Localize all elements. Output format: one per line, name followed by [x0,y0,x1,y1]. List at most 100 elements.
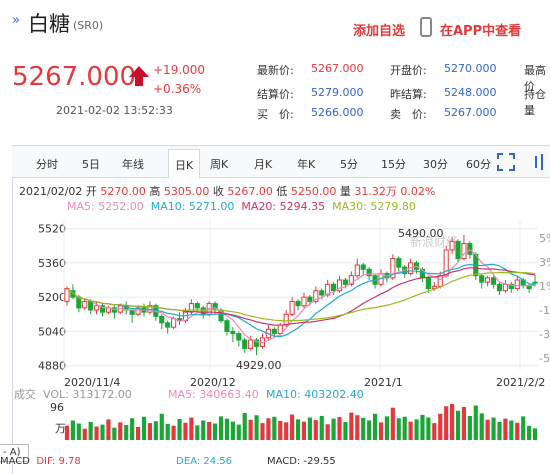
volume-bar [355,415,360,440]
quote-value: 5270.000 [444,62,497,75]
candle-body [171,318,177,328]
fullscreen-icon[interactable] [497,153,515,171]
watermark: 新浪财经 [410,234,458,249]
candle-body [230,330,236,335]
tab-10[interactable]: 60分 [466,158,491,171]
volume-bar [301,421,307,440]
open-label: 开 [85,185,97,198]
quote-value: 5248.000 [444,86,497,99]
date-tick: 2021/1 [364,376,403,389]
volume-bar [390,407,395,440]
quote-timestamp: 2021-02-02 13:52:33 [56,104,173,117]
candle-body [508,283,514,290]
volume-bar [135,426,141,440]
volume-bar [236,424,241,440]
open-value: 5270.00 [100,185,146,198]
volume-bar [367,420,372,440]
up-arrow-icon [129,66,149,86]
side-tab[interactable]: - A) [0,444,29,462]
volume-value: 31.32万 [354,185,397,198]
volume-label: 成交 [14,387,36,401]
volume-bar [521,416,526,440]
tab-5[interactable]: 月K [254,158,273,171]
date-tick: 2020/12 [190,376,236,389]
tab-1[interactable]: 5日 [82,158,100,171]
change-percent: +0.36% [153,82,202,96]
candle-body [301,296,307,307]
volume-bar [307,417,312,440]
vol-unit: 万 [55,422,66,435]
candle-body [129,309,135,315]
candle-body [82,300,88,309]
candle-body [325,283,331,296]
candle-body [331,283,337,292]
pct-tick: 5% [539,232,550,245]
candle-body [271,328,277,335]
tab-0[interactable]: 分时 [36,158,58,171]
volume-bar [343,422,348,440]
close-label: 收 [212,185,224,198]
volume-bar [284,422,289,440]
tab-4[interactable]: 周K [210,158,229,171]
settings-bars-icon[interactable] [533,153,547,171]
tab-3[interactable]: 日K [168,149,201,179]
volume-bar [361,417,366,440]
vol-ma5-legend: MA5: 340663.40 [168,388,259,401]
price-tick: 5040 [38,325,66,338]
view-in-app-link[interactable]: 在APP中查看 [440,24,522,39]
volume-bar [414,419,419,440]
macd-legend: MACD DIF: 9.78 DEA: 24.56 MACD: -29.55 [0,456,336,467]
double-chevron-icon[interactable]: » [12,13,20,28]
candle-body [165,322,171,328]
volume-bar [408,421,413,440]
pct-tick: 3% [539,256,550,269]
dif-value: DIF: 9.78 [36,456,81,467]
kline-chart[interactable]: 5520 5360 5200 5040 4880 5% 3% 1% -1% -3% -5% 新浪财经5… [0,210,550,474]
tab-7[interactable]: 5分 [340,158,358,171]
candle-body [479,275,485,283]
candle-body [502,283,508,292]
candle-body [295,300,301,307]
quote-value: 5266.000 [311,106,364,119]
candle-body [342,279,349,285]
volume-bar [165,423,170,440]
tab-2[interactable]: 年线 [122,158,144,171]
change-value: +19.000 [153,63,206,77]
volume-bar [224,418,230,440]
candle-body [437,275,443,287]
volume-bar [76,423,81,440]
volume-bar [272,416,277,440]
volume-bar [319,416,324,440]
volume-bar [378,422,384,440]
volume-bar [201,420,206,440]
candle-body [396,258,402,268]
volume-bar [278,420,283,440]
volume-bar [473,405,478,440]
candle-body [390,258,396,279]
close-value: 5267.00 [227,185,273,198]
tab-8[interactable]: 15分 [381,158,406,171]
add-favorite-link[interactable]: 添加自选 [353,24,406,39]
phone-icon [420,17,432,37]
tab-6[interactable]: 年K [297,158,316,171]
candle-body [348,275,354,285]
volume-bar [491,417,496,440]
volume-bar [266,418,271,440]
ma10-legend: MA10: 5271.00 [150,200,235,213]
volume-bar [64,425,70,440]
low-label: 低 [276,185,288,198]
pct-tick: 1% [539,280,550,293]
candle-body [283,313,289,326]
vol-top-tick: 96 [50,401,64,414]
volume-bar [485,419,490,440]
volume-bar [295,419,301,440]
ma-legend: MA5: 5252.00 MA10: 5271.00 MA20: 5294.35… [67,200,416,213]
date-tick: 2021/2/2 [496,376,545,389]
ma5-legend: MA5: 5252.00 [67,200,144,213]
quote-label: 持仓量 [524,88,546,117]
ma5-line [66,248,536,344]
price-tick: 5200 [38,291,66,304]
volume-bar [337,417,342,440]
tab-9[interactable]: 30分 [423,158,448,171]
volume-bar [420,414,425,440]
